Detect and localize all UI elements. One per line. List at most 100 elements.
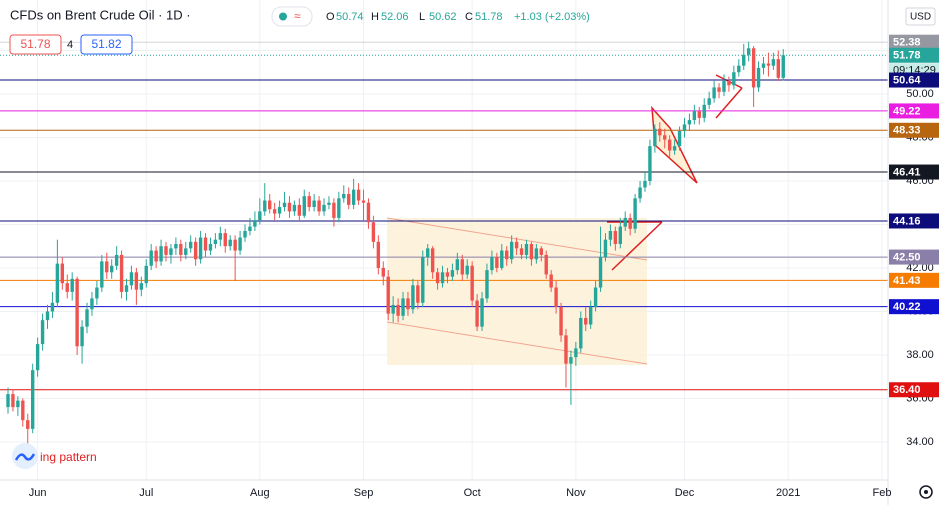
candle-body	[312, 200, 316, 208]
level-label-box	[889, 34, 939, 50]
candle-body	[480, 298, 484, 327]
candle-body	[534, 248, 539, 260]
candle-body	[342, 194, 346, 199]
candle-body	[416, 285, 420, 303]
candle-body	[490, 257, 494, 271]
indicator-icon: ≈	[294, 9, 301, 23]
x-tick-label: Aug	[250, 487, 270, 499]
candle-body	[598, 257, 603, 288]
candle-body	[361, 200, 366, 203]
candle-body	[514, 241, 519, 249]
candle-body	[603, 239, 608, 258]
level-label: 48.33	[893, 125, 921, 137]
candle-body	[223, 233, 227, 247]
candle-body	[85, 309, 89, 327]
candle-body	[756, 67, 761, 88]
ohlc-value: 50.62	[429, 11, 457, 23]
ohlc-letter: O	[326, 11, 335, 23]
candle-body	[633, 198, 637, 229]
candle-body	[218, 233, 223, 240]
candle-body	[737, 65, 741, 73]
level-label-box	[889, 382, 939, 398]
candle-body	[11, 394, 15, 408]
candle-body	[302, 196, 306, 216]
candle-body	[628, 217, 632, 229]
candle-body	[460, 259, 464, 275]
y-tick-label: 34.00	[906, 436, 934, 448]
candle-body	[544, 254, 548, 275]
candle-body	[277, 207, 282, 214]
candle-body	[554, 287, 558, 308]
x-tick-label: Sep	[354, 487, 374, 499]
candle-body	[707, 98, 711, 105]
candle-body	[386, 276, 390, 314]
candle-body	[21, 400, 25, 421]
candle-body	[421, 257, 425, 303]
x-tick-label: Oct	[464, 487, 481, 499]
candle-body	[70, 278, 74, 292]
candle-body	[732, 72, 736, 86]
candle-body	[667, 139, 672, 151]
ask-box[interactable]	[80, 34, 133, 55]
candle-body	[751, 48, 756, 88]
bid-box[interactable]	[9, 34, 62, 55]
candle-body	[40, 320, 45, 345]
candle-body	[60, 263, 65, 284]
x-tick-label: Dec	[675, 487, 695, 499]
candle-body	[90, 298, 94, 310]
candles	[6, 41, 785, 445]
change: +1.03 (+2.03%)	[514, 11, 590, 23]
x-tick-label: Jun	[29, 487, 47, 499]
candle-body	[45, 311, 50, 321]
candle-body	[356, 189, 361, 201]
candle-body	[781, 55, 785, 78]
candle-body	[712, 87, 716, 99]
candle-body	[134, 272, 139, 290]
candle-body	[653, 128, 657, 147]
candle-body	[114, 254, 119, 266]
logo-mark	[14, 453, 36, 461]
ohlc-letter: L	[419, 11, 425, 23]
ohlc-letter: H	[371, 11, 379, 23]
candle-body	[376, 241, 381, 268]
candle-body	[30, 370, 35, 429]
candle-body	[697, 111, 701, 118]
x-tick-label: 2021	[776, 487, 800, 499]
candle-body	[564, 335, 568, 364]
candle-body	[307, 196, 311, 208]
candle-body	[233, 239, 237, 251]
candle-body	[746, 48, 751, 55]
candle-body	[193, 241, 198, 260]
candle-body	[672, 146, 677, 151]
candle-body	[411, 285, 415, 310]
level-label: 41.43	[893, 275, 921, 287]
candle-body	[435, 272, 440, 284]
settings-icon[interactable]	[919, 485, 933, 499]
candle-body	[692, 111, 697, 121]
candle-body	[169, 248, 173, 255]
candle-body	[766, 63, 771, 66]
candle-body	[159, 246, 163, 262]
ohlc-value: 50.74	[336, 11, 364, 23]
candle-body	[198, 237, 203, 260]
candle-body	[258, 211, 262, 221]
candle-body	[139, 283, 144, 290]
candle-body	[179, 244, 183, 255]
y-tick-label: 50.00	[906, 88, 934, 100]
ohlc-value: 52.06	[381, 11, 409, 23]
indicator-toggle[interactable]	[271, 6, 313, 27]
x-tick-label: Nov	[566, 487, 586, 499]
level-label: 52.38	[893, 37, 921, 49]
candle-body	[75, 278, 79, 347]
candle-body	[228, 239, 232, 247]
candle-body	[717, 87, 721, 92]
level-label-box	[889, 249, 939, 265]
candle-body	[203, 237, 208, 251]
currency-button[interactable]	[905, 7, 936, 26]
candle-body	[287, 202, 292, 212]
candle-body	[470, 265, 474, 301]
candle-body	[263, 200, 267, 212]
candle-body	[638, 187, 642, 199]
settings-icon-center	[924, 490, 928, 494]
